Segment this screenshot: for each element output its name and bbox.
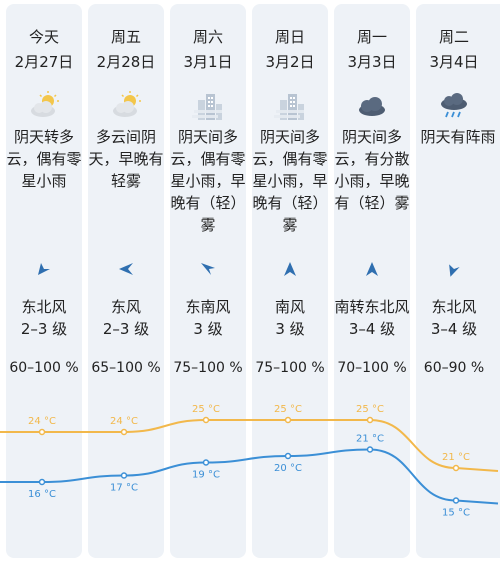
day-label: 周日 — [274, 28, 305, 46]
wind-direction-icon — [449, 264, 460, 277]
humidity: 70–100 % — [337, 360, 407, 376]
day-label: 周二 — [438, 28, 469, 46]
day-column-0[interactable]: 今天 2月27日 阴天转多 云，偶有零 星小雨 东北风 2–3 级 60–100 % — [6, 4, 82, 558]
wind-direction-icon — [119, 263, 133, 275]
date-label: 3月2日 — [265, 53, 315, 71]
wind-direction-icon — [366, 262, 378, 276]
humidity: 75–100 % — [255, 360, 325, 376]
wind-level: 3–4 级 — [430, 320, 478, 338]
day-label: 今天 — [28, 28, 59, 46]
day-column-5[interactable]: 周二 3月4日 阴天有阵雨 东北风 3–4 级 60–90 % — [416, 4, 500, 558]
weather-description: 阴天间多 云，偶有零 星小雨，早 晚有（轻）雾 — [252, 128, 328, 234]
wind-direction: 东北风 — [431, 298, 477, 316]
fog-city-icon — [274, 94, 304, 120]
dark-cloud-icon — [359, 97, 385, 116]
wind-direction: 南风 — [274, 298, 305, 316]
weather-description: 阴天有阵雨 — [420, 128, 496, 146]
date-label: 3月3日 — [347, 53, 397, 71]
day-column-4[interactable]: 周一 3月3日 阴天间多 云，有分散 小雨，早晚 有（轻）雾 南转东北风 3–4 级 … — [334, 4, 410, 558]
day-label: 周一 — [356, 28, 387, 46]
humidity: 65–100 % — [91, 360, 161, 376]
humidity: 75–100 % — [173, 360, 243, 376]
date-label: 3月1日 — [183, 53, 233, 71]
date-label: 3月4日 — [429, 53, 479, 71]
day-label: 周六 — [192, 28, 223, 46]
rain-cloud-icon — [441, 93, 467, 118]
weather-description: 阴天间多 云，偶有零 星小雨，早 晚有（轻）雾 — [170, 128, 246, 234]
weather-description: 多云间阴 天，早晚有 轻雾 — [88, 128, 164, 190]
wind-direction: 东北风 — [21, 298, 67, 316]
day-label: 周五 — [110, 28, 141, 46]
wind-level: 2–3 级 — [20, 320, 68, 338]
wind-direction-icon — [284, 262, 296, 276]
wind-level: 3 级 — [275, 320, 305, 338]
wind-direction-icon — [201, 263, 215, 275]
date-label: 2月28日 — [96, 53, 156, 71]
wind-level: 3 级 — [193, 320, 223, 338]
weather-description: 阴天转多 云，偶有零 星小雨 — [6, 128, 82, 190]
wind-level: 2–3 级 — [102, 320, 150, 338]
day-column-2[interactable]: 周六 3月1日 阴天间多 云，偶有零 星小雨，早 晚有（轻）雾 东南风 3 级 75–… — [170, 4, 246, 558]
date-label: 2月27日 — [14, 53, 74, 71]
wind-direction: 东南风 — [185, 298, 231, 316]
partly-cloudy-sun-icon — [31, 91, 59, 117]
humidity: 60–90 % — [423, 360, 485, 376]
wind-direction: 东风 — [110, 298, 141, 316]
wind-direction: 南转东北风 — [334, 298, 410, 316]
wind-direction-icon — [38, 263, 50, 275]
partly-cloudy-sun-icon — [113, 91, 141, 117]
day-column-1[interactable]: 周五 2月28日 多云间阴 天，早晚有 轻雾 东风 2–3 级 65–100 % — [88, 4, 164, 558]
humidity: 60–100 % — [9, 360, 79, 376]
wind-level: 3–4 级 — [348, 320, 396, 338]
day-column-3[interactable]: 周日 3月2日 阴天间多 云，偶有零 星小雨，早 晚有（轻）雾 南风 3 级 75–1… — [252, 4, 328, 558]
fog-city-icon — [192, 94, 222, 120]
weather-description: 阴天间多 云，有分散 小雨，早晚 有（轻）雾 — [334, 128, 410, 212]
